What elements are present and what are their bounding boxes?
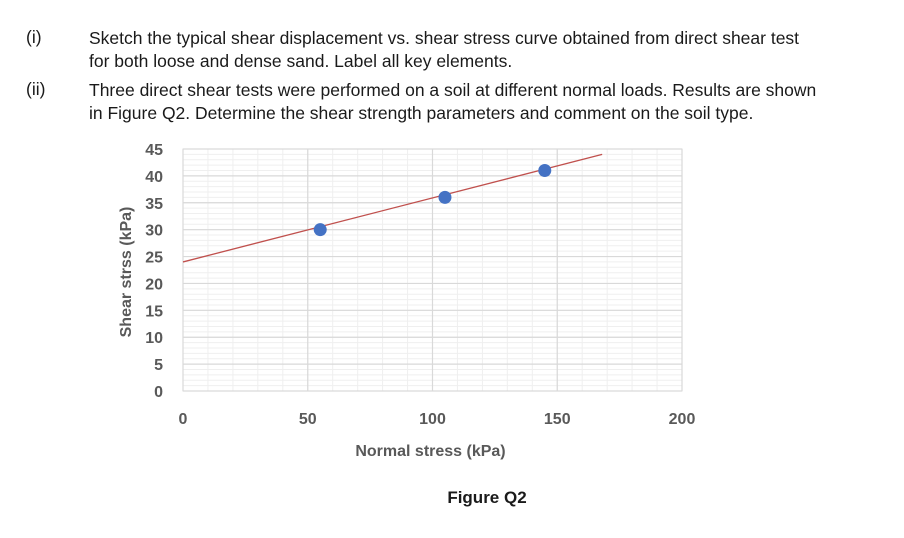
- y-tick-label: 5: [154, 357, 163, 374]
- question-i-line-1: Sketch the typical shear displacement vs…: [89, 28, 800, 48]
- data-point: [438, 190, 452, 204]
- x-tick-label: 50: [299, 411, 317, 428]
- data-point: [313, 223, 327, 237]
- data-point: [538, 164, 552, 178]
- y-tick-label: 15: [145, 303, 163, 320]
- x-tick-label: 150: [544, 411, 571, 428]
- y-tick-label: 45: [145, 142, 163, 159]
- y-tick-label: 25: [145, 250, 163, 267]
- x-axis-title: Normal stress (kPa): [355, 443, 505, 460]
- x-tick-label: 200: [669, 411, 696, 428]
- x-tick-label: 100: [419, 411, 446, 428]
- question-i-label: (i): [26, 27, 42, 47]
- question-i-line-2: for both loose and dense sand. Label all…: [89, 51, 513, 71]
- x-tick-label: 0: [179, 411, 188, 428]
- figure-caption: Figure Q2: [447, 488, 527, 507]
- plot-area-border: [182, 148, 683, 392]
- y-axis-tick-labels: 0 5 10 15 20 25 30 35 40 45: [145, 142, 163, 401]
- y-tick-label: 10: [145, 330, 163, 347]
- y-tick-label: 0: [154, 384, 163, 401]
- question-ii-text: Three direct shear tests were performed …: [89, 79, 899, 125]
- y-tick-label: 40: [145, 169, 163, 186]
- y-tick-label: 20: [145, 276, 163, 293]
- x-axis-tick-labels: 0 50 100 150 200: [179, 411, 696, 428]
- question-i-text: Sketch the typical shear displacement vs…: [89, 27, 899, 73]
- y-tick-label: 30: [145, 223, 163, 240]
- question-ii-line-2: in Figure Q2. Determine the shear streng…: [89, 103, 754, 123]
- question-ii-line-1: Three direct shear tests were performed …: [89, 80, 817, 100]
- question-ii-label: (ii): [26, 79, 46, 99]
- linear-trendline: [182, 153, 603, 263]
- y-tick-label: 35: [145, 196, 163, 213]
- data-points: [313, 164, 552, 237]
- y-axis-title: Shear strss (kPa): [118, 207, 135, 338]
